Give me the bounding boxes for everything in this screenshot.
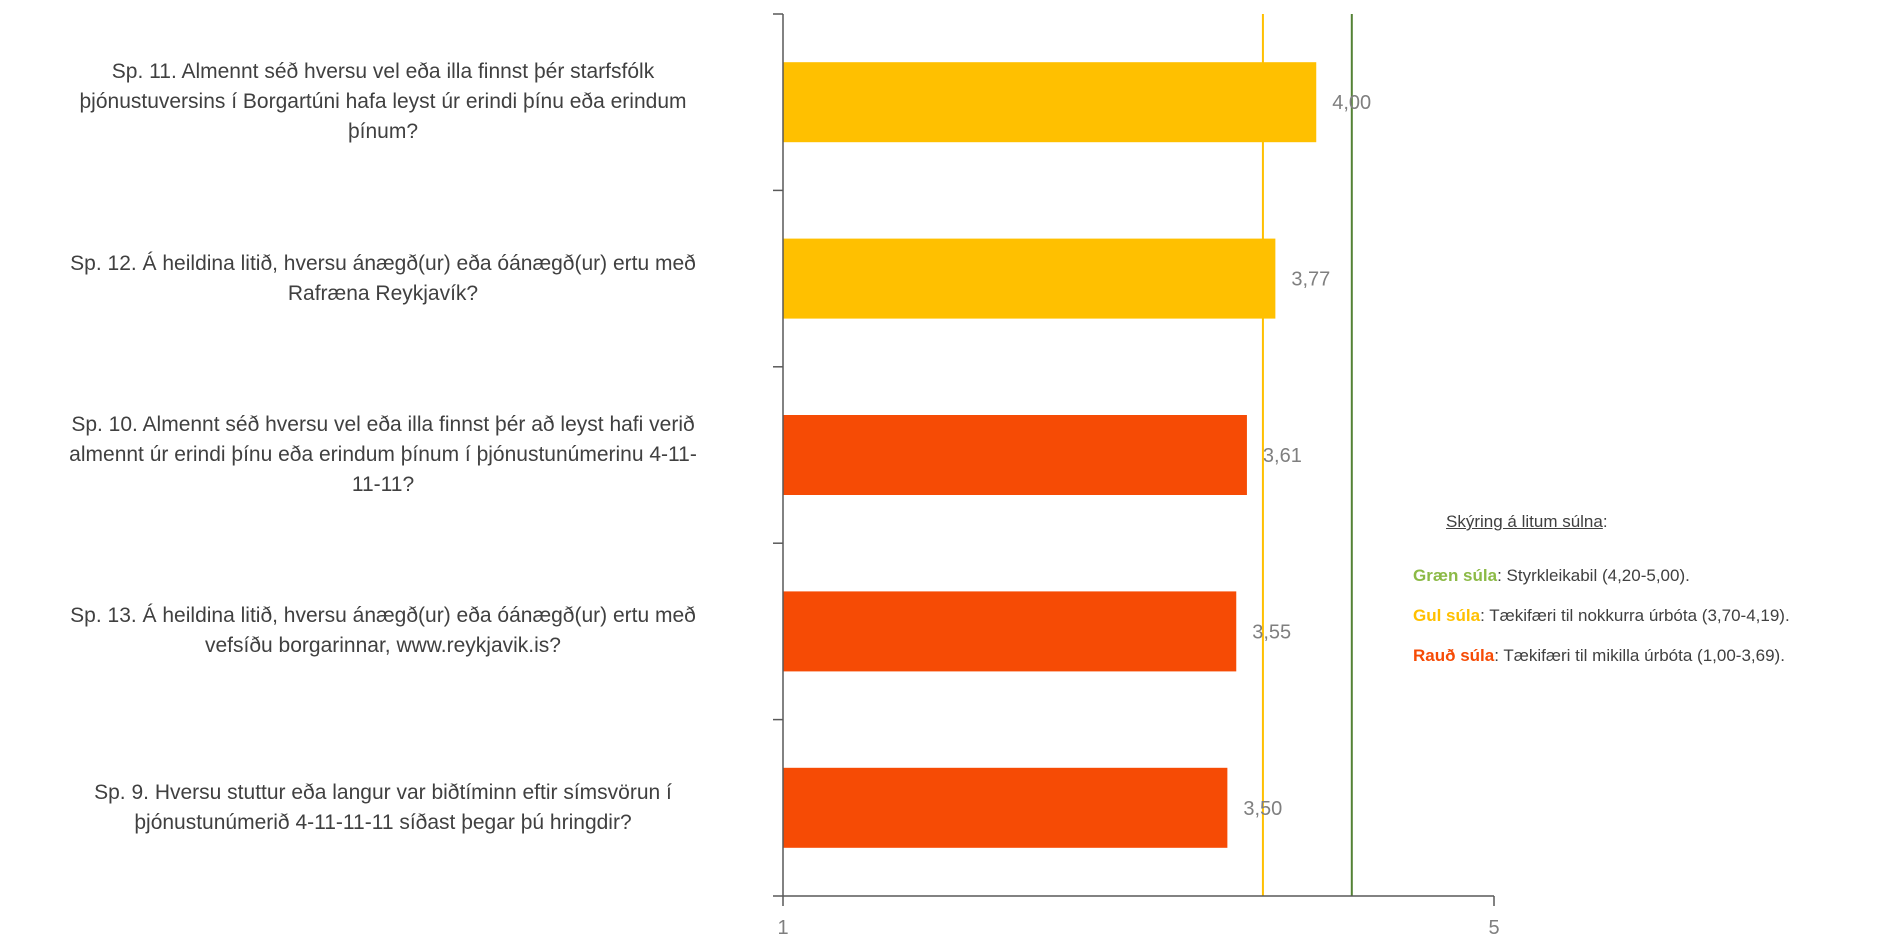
x-tick-label: 1 <box>777 917 788 936</box>
legend-key: Græn súla <box>1413 566 1498 585</box>
x-tick-label: 5 <box>1488 917 1499 936</box>
category-label: Sp. 12. Á heildina litið, hversu ánægð(u… <box>70 251 696 305</box>
data-label: 3,61 <box>1263 445 1302 467</box>
category-label: Sp. 13. Á heildina litið, hversu ánægð(u… <box>70 604 696 658</box>
category-label: Sp. 11. Almennt séð hversu vel eða illa … <box>79 60 687 144</box>
legend-text: : Tækifæri til nokkurra úrbóta (3,70-4,1… <box>1480 606 1790 625</box>
legend-item-red: Rauð súla: Tækifæri til mikilla úrbóta (… <box>1413 646 1883 666</box>
bar <box>783 238 1276 319</box>
data-label: 3,55 <box>1252 621 1291 643</box>
bar <box>783 62 1317 143</box>
legend-text: : Tækifæri til mikilla úrbóta (1,00-3,69… <box>1494 646 1785 665</box>
legend-text: : Styrkleikabil (4,20-5,00). <box>1497 566 1690 585</box>
category-label: Sp. 10. Almennt séð hversu vel eða illa … <box>69 413 697 496</box>
legend-item-yellow: Gul súla: Tækifæri til nokkurra úrbóta (… <box>1413 606 1883 626</box>
legend-key: Rauð súla <box>1413 646 1495 665</box>
bar <box>783 591 1237 672</box>
legend-title: Skýring á litum súlna: <box>1446 512 1608 531</box>
bar <box>783 767 1228 848</box>
data-label: 4,00 <box>1332 92 1371 114</box>
data-label: 3,77 <box>1291 269 1330 291</box>
legend-item-green: Græn súla: Styrkleikabil (4,20-5,00). <box>1413 566 1883 586</box>
color-legend: Skýring á litum súlna: Græn súla: Styrkl… <box>1413 512 1883 686</box>
category-label: Sp. 9. Hversu stuttur eða langur var bið… <box>94 780 672 834</box>
bar <box>783 415 1247 495</box>
legend-key: Gul súla <box>1413 606 1481 625</box>
data-label: 3,50 <box>1243 798 1282 820</box>
